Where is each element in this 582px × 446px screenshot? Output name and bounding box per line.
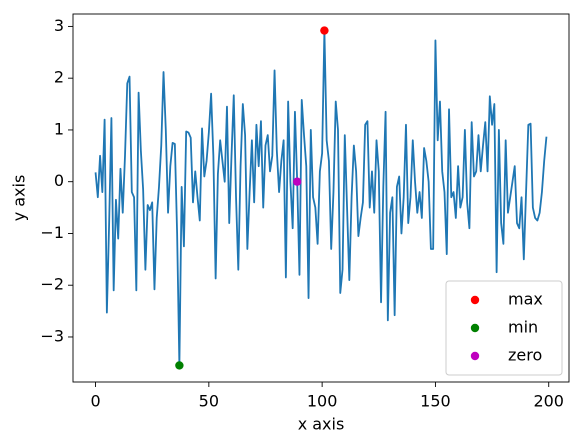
line xyxy=(94,29,548,367)
marker-point xyxy=(175,361,184,370)
x-tick-label: 100 xyxy=(307,392,338,411)
y-tick-label: −3 xyxy=(40,326,64,345)
y-tick-label: 0 xyxy=(54,171,64,190)
y-tick-label: −2 xyxy=(40,275,64,294)
marker-point xyxy=(320,26,329,35)
y-tick-label: 2 xyxy=(54,68,64,87)
x-tick-label: 200 xyxy=(533,392,564,411)
legend-marker xyxy=(470,295,480,305)
legend-label: min xyxy=(508,318,538,337)
legend-marker xyxy=(470,323,480,333)
y-axis-label: y axis xyxy=(10,175,29,222)
x-tick-label: 150 xyxy=(420,392,451,411)
marker-point xyxy=(293,177,302,186)
legend-label: max xyxy=(508,290,543,309)
y-tick-label: 3 xyxy=(54,16,64,35)
y-tick-label: 1 xyxy=(54,119,64,138)
y-tick-label: −1 xyxy=(40,223,64,242)
x-tick-label: 0 xyxy=(90,392,100,411)
axes-frame xyxy=(72,13,570,383)
legend-box xyxy=(445,280,563,376)
legend-label: zero xyxy=(508,346,542,365)
x-tick-label: 50 xyxy=(199,392,219,411)
x-axis-label: x axis xyxy=(298,415,345,434)
legend-marker xyxy=(470,351,480,361)
